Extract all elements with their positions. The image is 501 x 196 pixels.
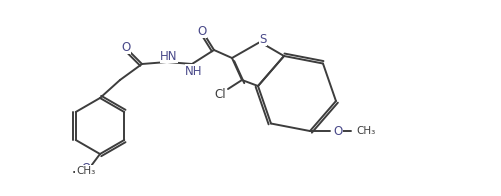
- Text: O: O: [197, 24, 206, 37]
- Text: CH₃: CH₃: [76, 166, 95, 176]
- Text: CH₃: CH₃: [356, 126, 375, 136]
- Text: O: O: [81, 162, 91, 175]
- Text: O: O: [121, 41, 131, 54]
- Text: O: O: [333, 124, 342, 138]
- Text: S: S: [260, 33, 267, 45]
- Text: NH: NH: [185, 64, 203, 77]
- Text: Cl: Cl: [214, 87, 226, 101]
- Text: HN: HN: [160, 50, 178, 63]
